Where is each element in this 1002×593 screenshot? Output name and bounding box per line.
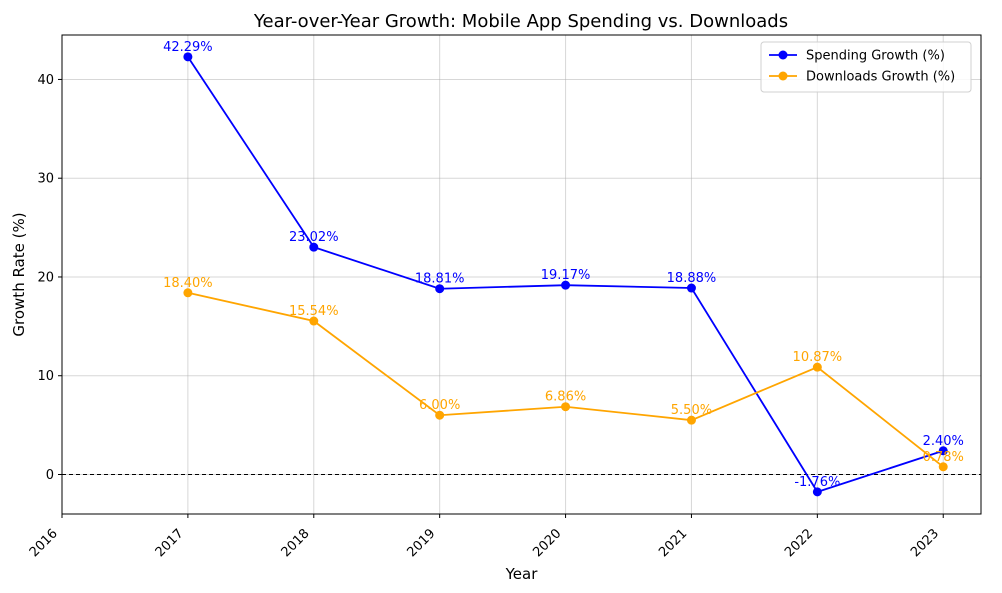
data-point-0 xyxy=(183,52,193,62)
data-label-0: 19.17% xyxy=(541,268,591,283)
y-tick-label: 20 xyxy=(37,270,54,285)
y-tick-label: 0 xyxy=(46,468,54,483)
data-point-0 xyxy=(309,242,319,252)
data-point-0 xyxy=(561,280,571,290)
y-tick-label: 40 xyxy=(37,73,54,88)
grid-layer xyxy=(61,35,981,514)
data-label-1: 10.87% xyxy=(793,350,843,365)
data-label-1: 0.78% xyxy=(923,450,964,465)
legend-label: Spending Growth (%) xyxy=(806,49,945,64)
data-point-1 xyxy=(938,462,948,472)
data-label-1: 18.40% xyxy=(163,276,213,291)
data-label-1: 5.50% xyxy=(671,403,712,418)
y-tick-label: 10 xyxy=(37,369,54,384)
data-point-0 xyxy=(812,487,822,497)
data-label-1: 6.00% xyxy=(419,398,460,413)
legend: Spending Growth (%) Downloads Growth (%) xyxy=(760,41,972,93)
x-tick-label: 2016 xyxy=(27,526,61,560)
data-label-0: 18.88% xyxy=(667,271,717,286)
data-label-0: 18.81% xyxy=(415,272,465,287)
data-label-0: 42.29% xyxy=(163,40,213,55)
data-point-1 xyxy=(812,362,822,372)
data-point-1 xyxy=(561,402,571,412)
data-labels-layer: 42.29% 23.02% 18.81% 19.17% 18.88% -1.76% 2.40… xyxy=(163,40,964,490)
data-point-1 xyxy=(435,410,445,420)
y-tick-label: 30 xyxy=(37,172,54,187)
legend-label: Downloads Growth (%) xyxy=(806,70,955,85)
legend-box xyxy=(760,41,972,93)
plot-frame xyxy=(61,34,982,515)
legend-items: Spending Growth (%) Downloads Growth (%) xyxy=(769,49,955,85)
legend-swatch-marker xyxy=(778,71,788,81)
legend-swatch-marker xyxy=(778,50,788,60)
data-label-1: 6.86% xyxy=(545,390,586,405)
x-tick-label: 2018 xyxy=(279,526,313,560)
x-tick-label: 2023 xyxy=(908,526,942,560)
data-point-0 xyxy=(435,284,445,294)
data-point-0 xyxy=(686,283,696,293)
data-point-1 xyxy=(686,415,696,425)
x-tick-label: 2021 xyxy=(656,526,690,560)
x-tick-label: 2019 xyxy=(404,526,438,560)
data-label-0: 23.02% xyxy=(289,230,339,245)
data-point-1 xyxy=(309,316,319,326)
data-label-0: -1.76% xyxy=(794,475,840,490)
data-point-0 xyxy=(938,446,948,456)
chart-title: Year-over-Year Growth: Mobile App Spendi… xyxy=(253,11,788,32)
series-layer xyxy=(183,52,948,497)
x-tick-label: 2017 xyxy=(153,526,187,560)
x-tick-label: 2020 xyxy=(530,526,564,560)
data-point-1 xyxy=(183,288,193,298)
x-axis-label: Year xyxy=(505,565,539,583)
x-tick-label: 2022 xyxy=(782,526,816,560)
y-axis-label: Growth Rate (%) xyxy=(10,212,28,336)
data-label-0: 2.40% xyxy=(923,434,964,449)
data-label-1: 15.54% xyxy=(289,304,339,319)
